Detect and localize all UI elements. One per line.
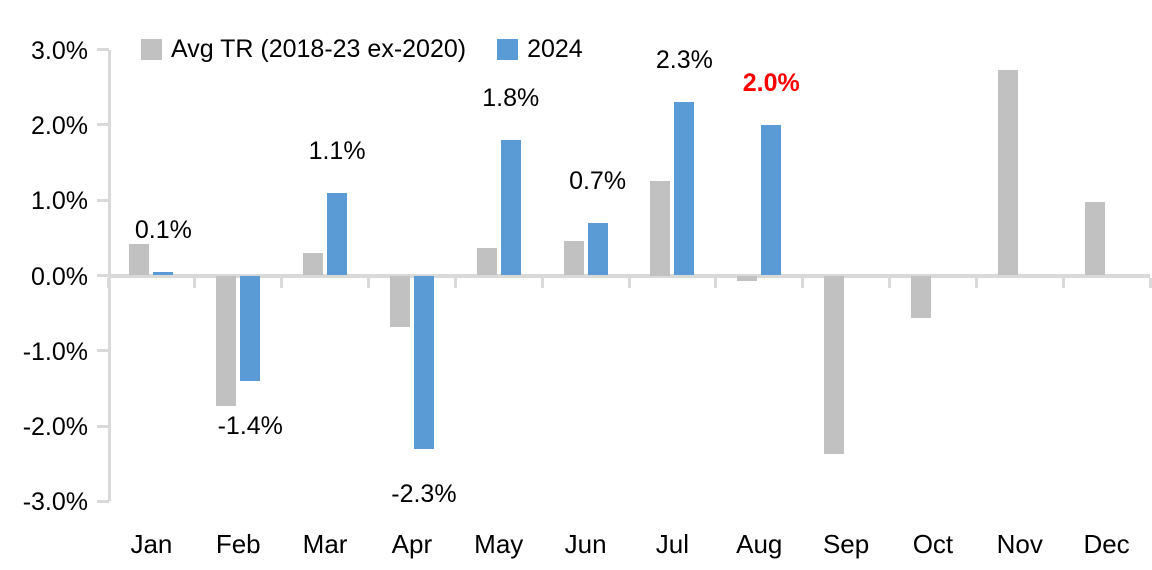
x-axis-tick xyxy=(714,277,718,288)
bar-avg-dec xyxy=(1084,202,1105,276)
y-axis-tick-label: 3.0% xyxy=(31,36,88,65)
data-label-aug: 2.0% xyxy=(742,68,800,97)
bar-avg-jan xyxy=(129,243,150,276)
bar-avg-nov xyxy=(997,69,1018,276)
series-2024-swatch-icon xyxy=(497,38,519,60)
x-axis-label-apr: Apr xyxy=(391,529,433,559)
x-axis-tick xyxy=(367,277,370,288)
y-axis-tick-label: -1.0% xyxy=(22,337,88,366)
y-axis-tick xyxy=(97,123,109,127)
y-axis-tick xyxy=(97,499,109,503)
x-axis-label-feb: Feb xyxy=(215,529,261,559)
y-axis-tick-label: -2.0% xyxy=(22,413,88,442)
x-axis-label-may: May xyxy=(474,529,524,559)
data-label-mar: 1.1% xyxy=(308,136,366,165)
x-axis-tick xyxy=(801,277,805,288)
avg-series-legend-label: Avg TR (2018-23 ex-2020) xyxy=(171,34,467,63)
y-axis-tick-label: -3.0% xyxy=(22,488,88,517)
x-axis-tick xyxy=(106,277,110,288)
bar-avg-mar xyxy=(303,252,324,276)
chart-legend: Avg TR (2018-23 ex-2020) 2024 xyxy=(141,34,583,64)
bar-avg-may xyxy=(476,247,497,276)
avg-series-swatch-icon xyxy=(141,38,162,60)
x-axis-label-jun: Jun xyxy=(564,529,607,559)
bar-2024-feb xyxy=(240,275,261,381)
y-axis-tick xyxy=(97,48,109,52)
data-label-jan: 0.1% xyxy=(134,215,192,244)
bar-2024-apr xyxy=(413,275,434,449)
bar-2024-aug xyxy=(761,124,782,276)
y-axis-tick xyxy=(97,424,109,428)
x-axis-tick xyxy=(453,277,457,288)
data-label-may: 1.8% xyxy=(482,83,540,112)
data-label-apr: -2.3% xyxy=(391,479,457,508)
bar-avg-apr xyxy=(389,275,410,327)
y-axis-tick-label: 2.0% xyxy=(31,111,88,140)
bar-2024-jun xyxy=(587,222,608,276)
bar-2024-mar xyxy=(327,192,348,276)
x-axis-tick xyxy=(1148,277,1152,288)
bar-2024-may xyxy=(500,139,521,276)
x-axis-label-jul: Jul xyxy=(655,529,690,559)
data-label-jul: 2.3% xyxy=(655,46,713,75)
series-2024-legend-label: 2024 xyxy=(527,34,583,63)
x-axis-line xyxy=(107,273,1150,278)
bar-avg-oct xyxy=(910,275,931,318)
x-axis-label-nov: Nov xyxy=(996,529,1043,559)
bar-avg-feb xyxy=(216,275,237,406)
x-axis-tick xyxy=(974,277,978,288)
bar-2024-jul xyxy=(674,102,695,276)
x-axis-tick xyxy=(540,277,544,288)
x-axis-label-sep: Sep xyxy=(822,529,870,559)
x-axis-label-mar: Mar xyxy=(302,529,348,559)
x-axis-tick xyxy=(888,277,891,288)
bar-avg-sep xyxy=(824,275,845,454)
x-axis-tick xyxy=(193,277,197,288)
bar-avg-aug xyxy=(737,275,758,281)
x-axis-tick xyxy=(627,277,631,288)
x-axis-label-aug: Aug xyxy=(736,529,783,559)
x-axis-label-oct: Oct xyxy=(912,529,954,559)
bar-avg-jul xyxy=(650,181,671,276)
y-axis-tick-label: 0.0% xyxy=(31,262,88,291)
x-axis-label-jan: Jan xyxy=(130,529,173,559)
y-axis-tick xyxy=(97,349,109,353)
y-axis-tick-label: 1.0% xyxy=(31,187,88,216)
bar-avg-jun xyxy=(563,240,584,276)
x-axis-label-dec: Dec xyxy=(1083,529,1130,559)
x-axis-tick xyxy=(280,277,284,288)
data-label-feb: -1.4% xyxy=(217,411,283,440)
y-axis-tick xyxy=(97,274,109,277)
bar-2024-jan xyxy=(153,271,174,276)
x-axis-tick xyxy=(1061,277,1065,288)
y-axis-tick xyxy=(97,198,109,202)
data-label-jun: 0.7% xyxy=(569,166,627,195)
